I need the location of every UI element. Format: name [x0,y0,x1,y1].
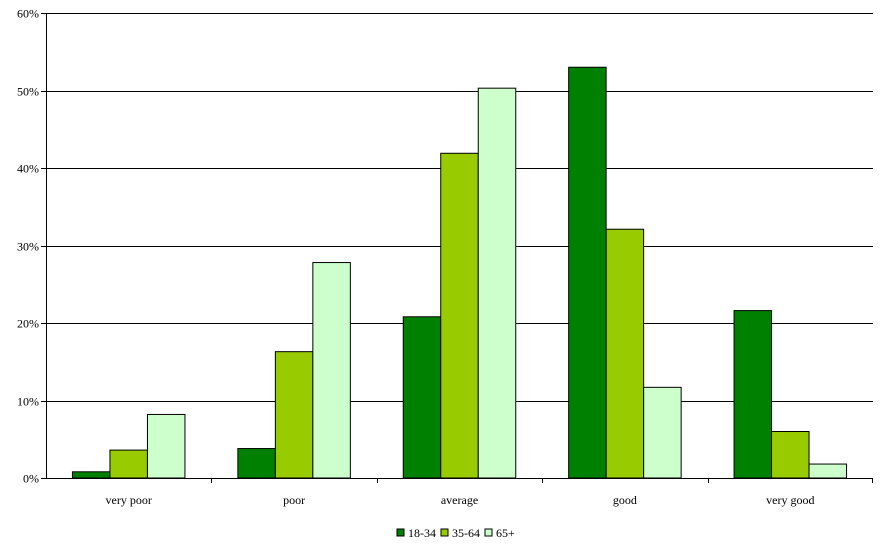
bar-35-64-good [605,228,645,479]
legend-label: 18-34 [408,526,436,540]
legend-swatch [440,528,449,537]
bar-65+-average [477,87,517,479]
x-category-labels: very poor poor average good very good [106,493,815,507]
legend: 18-34 35-64 65+ [396,526,515,540]
bar-18-34-average [402,316,442,479]
y-tick-labels: 0% 10% 20% 30% 40% 50% 60% [17,7,39,486]
y-tick-label: 40% [17,162,39,176]
legend-label: 65+ [496,526,515,540]
x-category-label: very good [766,493,814,507]
legend-swatch [484,528,493,537]
bar-65+-very-good [808,463,848,479]
bar-35-64-very-poor [109,449,148,479]
y-tick-label: 30% [17,240,39,254]
bar-18-34-very-good [733,310,773,479]
bar-65+-good [643,386,682,479]
y-tick-label: 0% [23,472,39,486]
bar-65+-poor [312,262,351,479]
bar-35-64-average [440,152,479,479]
y-tick-label: 50% [17,85,39,99]
x-category-label: very poor [106,493,152,507]
bar-65+-very-poor [146,413,186,479]
bars [71,66,848,479]
y-tick-label: 10% [17,395,39,409]
axes [41,13,873,483]
legend-label: 35-64 [452,526,480,540]
y-tick-label: 20% [17,317,39,331]
x-category-label: poor [283,493,305,507]
x-category-label: average [441,493,478,507]
bar-18-34-poor [237,448,276,479]
x-category-label: good [613,493,637,507]
bar-18-34-very-poor [71,471,111,479]
bar-35-64-poor [274,351,314,479]
bar-18-34-good [568,66,607,479]
legend-swatch [396,528,405,537]
y-tick-label: 60% [17,7,39,21]
bar-35-64-very-good [771,431,810,479]
